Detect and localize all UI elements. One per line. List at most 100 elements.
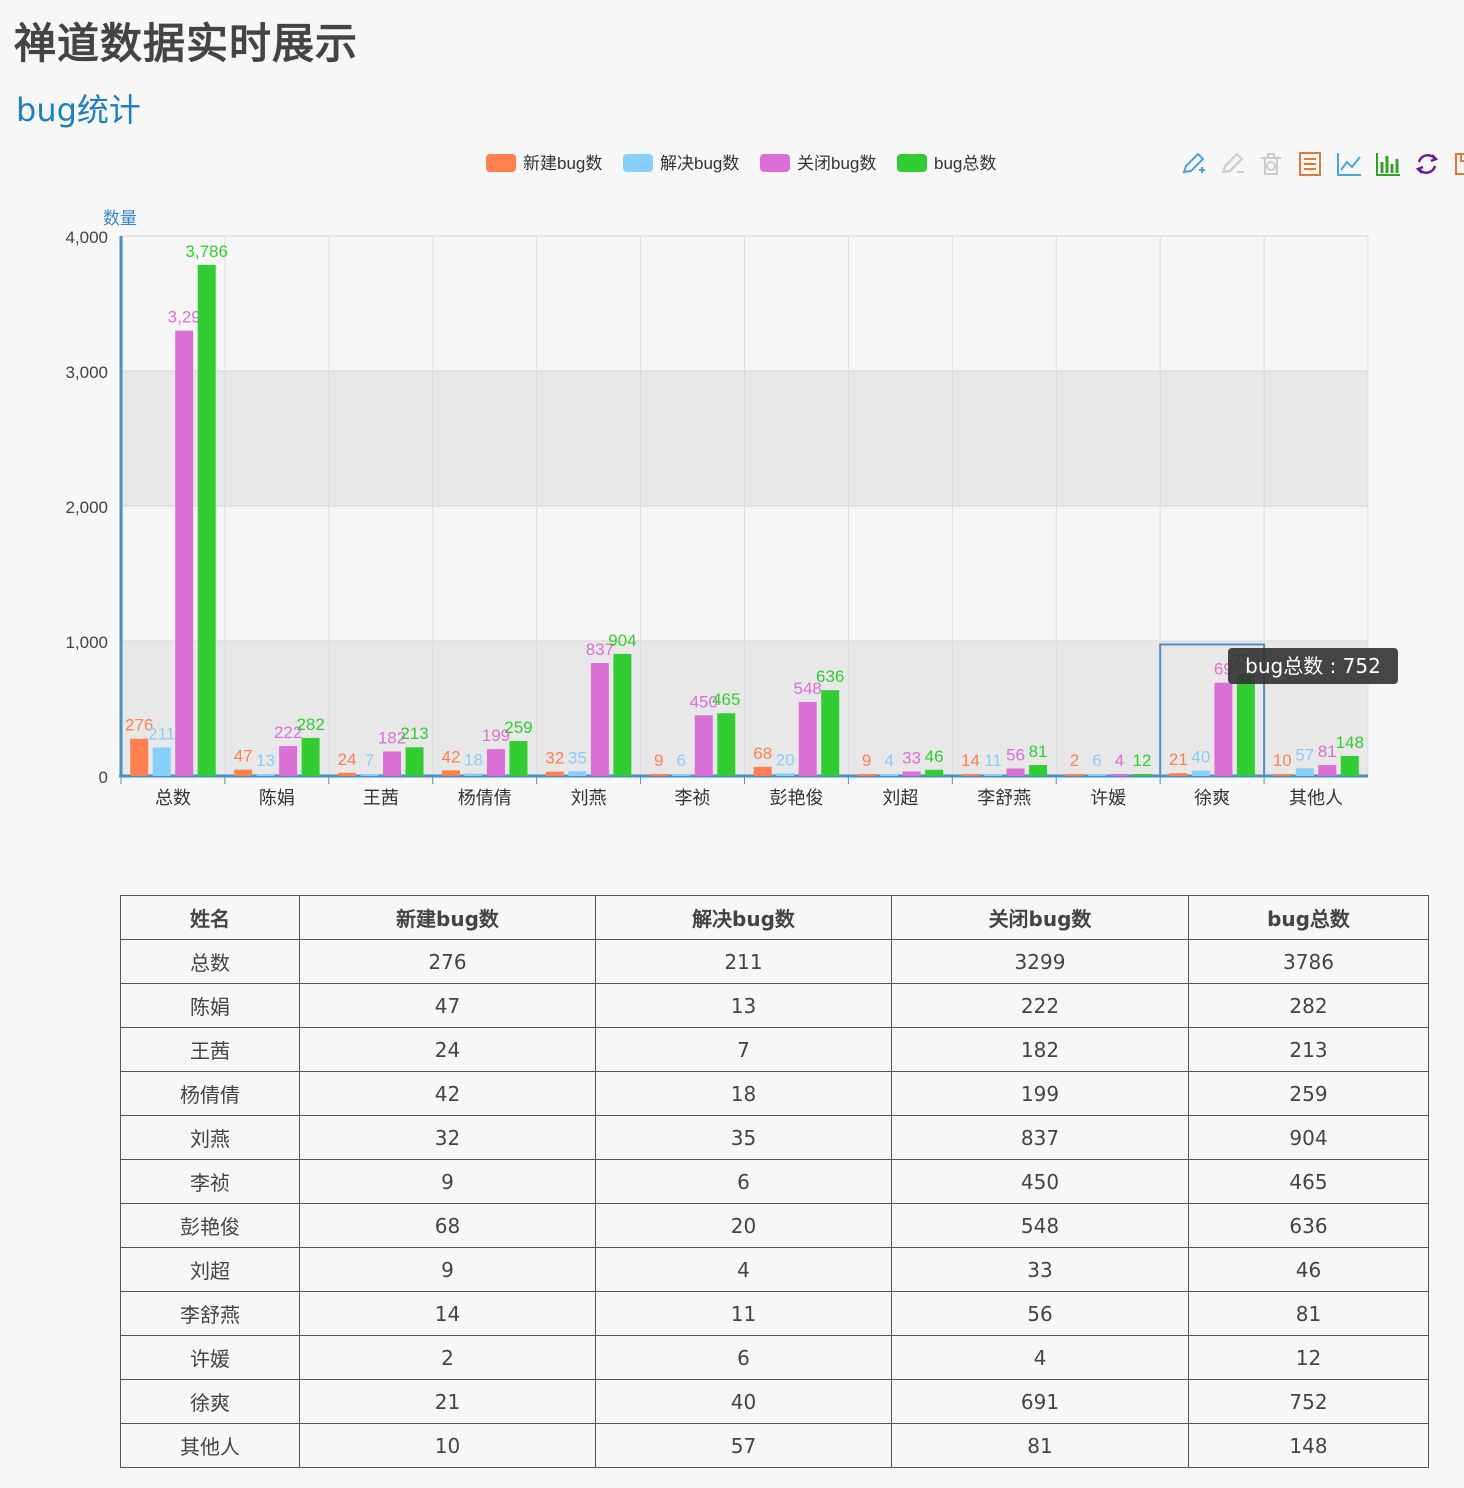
table-row: 王茜 24 7 182 213 bbox=[120, 1027, 1429, 1072]
bar bbox=[464, 773, 483, 776]
legend-label: 新建bug数 bbox=[523, 154, 602, 173]
table-row: 李舒燕 14 11 56 81 bbox=[120, 1291, 1429, 1336]
data-label: 211 bbox=[148, 725, 175, 744]
data-label: 81 bbox=[1318, 742, 1337, 761]
bar bbox=[857, 774, 876, 776]
bar bbox=[925, 769, 944, 776]
data-label: 182 bbox=[378, 728, 406, 747]
bar bbox=[1065, 774, 1084, 776]
bug-stats-table: 姓名 新建bug数 解决bug数 关闭bug数 bug总数 总数 276 211 32… bbox=[120, 895, 1429, 1468]
data-label: 20 bbox=[776, 750, 795, 769]
data-view-icon[interactable] bbox=[1295, 148, 1325, 180]
data-label: 12 bbox=[1132, 751, 1151, 770]
table-row: 总数 276 211 3299 3786 bbox=[120, 939, 1429, 984]
table-cell-value: 81 bbox=[1188, 1291, 1429, 1336]
mark-icon[interactable] bbox=[1178, 148, 1208, 180]
header-resolved-bugs: 解决bug数 bbox=[595, 895, 892, 940]
data-label: 32 bbox=[545, 749, 564, 768]
data-label: 904 bbox=[608, 631, 636, 650]
bar bbox=[1214, 682, 1233, 776]
bar-chart-icon[interactable] bbox=[1373, 148, 1403, 180]
x-tick-label: 李舒燕 bbox=[977, 788, 1031, 808]
table-cell-name: 杨倩倩 bbox=[120, 1071, 300, 1116]
data-label: 21 bbox=[1169, 750, 1188, 769]
restore-icon[interactable] bbox=[1412, 148, 1442, 180]
data-label: 3,29 bbox=[168, 308, 201, 327]
table-cell-value: 4 bbox=[595, 1247, 892, 1292]
data-label: 14 bbox=[961, 751, 980, 770]
mark-undo-icon[interactable] bbox=[1217, 148, 1247, 180]
line-chart-icon[interactable] bbox=[1334, 148, 1364, 180]
table-cell-value: 81 bbox=[891, 1423, 1189, 1468]
table-cell-value: 12 bbox=[1188, 1335, 1429, 1380]
x-tick-label: 李祯 bbox=[675, 788, 711, 808]
mark-clear-icon[interactable] bbox=[1256, 148, 1286, 180]
table-cell-value: 3786 bbox=[1188, 939, 1429, 984]
table-cell-name: 总数 bbox=[120, 939, 300, 984]
y-tick-label: 3,000 bbox=[65, 363, 108, 382]
table-cell-name: 李舒燕 bbox=[120, 1291, 300, 1336]
data-label: 259 bbox=[504, 718, 532, 737]
table-cell-name: 王茜 bbox=[120, 1027, 300, 1072]
table-cell-value: 276 bbox=[299, 939, 596, 984]
table-cell-name: 李祯 bbox=[120, 1159, 300, 1204]
bar bbox=[753, 766, 772, 776]
table-cell-name: 陈娟 bbox=[120, 983, 300, 1028]
table-cell-value: 691 bbox=[891, 1379, 1189, 1424]
header-closed-bugs: 关闭bug数 bbox=[891, 895, 1189, 940]
save-image-icon[interactable] bbox=[1451, 148, 1464, 180]
bar bbox=[902, 771, 921, 776]
data-label: 3,786 bbox=[185, 242, 228, 261]
bar bbox=[1087, 774, 1106, 776]
bar bbox=[383, 751, 402, 776]
header-name: 姓名 bbox=[120, 895, 300, 940]
legend-label: 解决bug数 bbox=[660, 154, 739, 173]
y-axis-title: 数量 bbox=[103, 209, 137, 228]
table-cell-value: 6 bbox=[595, 1335, 892, 1380]
table-row: 其他人 10 57 81 148 bbox=[120, 1423, 1429, 1468]
table-cell-value: 465 bbox=[1188, 1159, 1429, 1204]
table-cell-value: 9 bbox=[299, 1247, 596, 1292]
bar bbox=[1169, 773, 1188, 776]
data-label: 24 bbox=[338, 750, 357, 769]
bar bbox=[821, 690, 840, 776]
bar bbox=[405, 747, 424, 776]
table-cell-value: 259 bbox=[1188, 1071, 1429, 1116]
bar bbox=[486, 749, 505, 776]
table-cell-value: 148 bbox=[1188, 1423, 1429, 1468]
table-cell-value: 20 bbox=[595, 1203, 892, 1248]
data-label: 465 bbox=[712, 690, 740, 709]
legend-swatch bbox=[623, 154, 653, 172]
table-cell-value: 9 bbox=[299, 1159, 596, 1204]
data-label: 10 bbox=[1273, 751, 1292, 770]
bar bbox=[1236, 674, 1255, 776]
legend-swatch bbox=[897, 154, 927, 172]
data-label: 35 bbox=[568, 748, 587, 767]
table-cell-value: 57 bbox=[595, 1423, 892, 1468]
data-label: 68 bbox=[753, 744, 772, 763]
table-cell-value: 10 bbox=[299, 1423, 596, 1468]
x-tick-label: 王茜 bbox=[363, 788, 399, 808]
bar bbox=[672, 774, 691, 776]
bar bbox=[984, 774, 1003, 776]
table-cell-value: 56 bbox=[891, 1291, 1189, 1336]
legend-label: bug总数 bbox=[934, 154, 996, 173]
table-row: 徐爽 21 40 691 752 bbox=[120, 1379, 1429, 1424]
page-title: 禅道数据实时展示 bbox=[14, 19, 359, 68]
bar bbox=[441, 770, 460, 776]
table-cell-value: 548 bbox=[891, 1203, 1189, 1248]
data-label: 276 bbox=[125, 716, 153, 735]
table-cell-value: 837 bbox=[891, 1115, 1189, 1160]
data-label: 11 bbox=[984, 751, 1002, 770]
data-label: 57 bbox=[1295, 745, 1314, 764]
table-cell-value: 6 bbox=[595, 1159, 892, 1204]
table-row: 陈娟 47 13 222 282 bbox=[120, 983, 1429, 1028]
x-tick-label: 陈娟 bbox=[259, 788, 295, 808]
data-label: 33 bbox=[902, 749, 921, 768]
bar bbox=[776, 773, 795, 776]
table-cell-name: 许媛 bbox=[120, 1335, 300, 1380]
data-label: 148 bbox=[1336, 733, 1364, 752]
bar bbox=[509, 741, 528, 776]
table-cell-value: 4 bbox=[891, 1335, 1189, 1380]
table-cell-name: 徐爽 bbox=[120, 1379, 300, 1424]
